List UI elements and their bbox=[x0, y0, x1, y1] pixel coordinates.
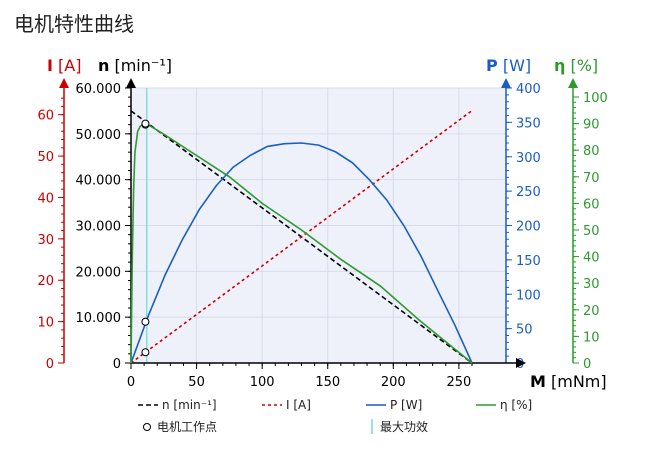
tick-label-n: 60.000 bbox=[76, 82, 122, 97]
tick-label-n: 0 bbox=[113, 357, 121, 372]
legend-label: I [A] bbox=[286, 398, 311, 412]
tick-label-I: 60 bbox=[37, 109, 54, 124]
axis-title-I-symbol: I bbox=[47, 56, 53, 75]
axis-title-n: n [min⁻¹] bbox=[98, 56, 172, 75]
x-tick-label: 250 bbox=[446, 375, 471, 390]
tick-label-eta: 30 bbox=[583, 277, 600, 292]
axis-title-x-symbol: M bbox=[530, 372, 546, 391]
axis-title-I: I [A] bbox=[47, 56, 81, 75]
axis-title-x-unit: [mNm] bbox=[546, 372, 607, 391]
tick-label-eta: 50 bbox=[583, 224, 600, 239]
tick-label-I: 10 bbox=[37, 316, 54, 331]
tick-label-I: 20 bbox=[37, 274, 54, 289]
series-line-eta bbox=[130, 122, 473, 364]
axis-arrow-P-icon bbox=[501, 78, 511, 88]
tick-label-P: 100 bbox=[516, 288, 541, 303]
legend-swatch-circle bbox=[143, 423, 151, 431]
axis-title-eta: η [%] bbox=[554, 56, 598, 75]
tick-label-eta: 70 bbox=[583, 171, 600, 186]
tick-label-I: 40 bbox=[37, 191, 54, 206]
axis-title-n-unit: [min⁻¹] bbox=[109, 56, 172, 75]
tick-label-P: 300 bbox=[516, 151, 541, 166]
tick-label-n: 30.000 bbox=[76, 220, 122, 235]
tick-label-eta: 10 bbox=[583, 330, 600, 345]
legend-label: n [min⁻¹] bbox=[162, 398, 217, 412]
tick-label-eta: 100 bbox=[583, 91, 608, 106]
axis-title-P-symbol: P bbox=[486, 56, 498, 75]
operating-point-I bbox=[141, 348, 150, 357]
tick-label-eta: 80 bbox=[583, 144, 600, 159]
operating-point-P bbox=[141, 317, 150, 326]
axis-arrow-n-icon bbox=[126, 78, 136, 88]
tick-label-n: 20.000 bbox=[76, 265, 122, 280]
series-line-P bbox=[130, 142, 473, 364]
axis-title-P-unit: [W] bbox=[498, 56, 531, 75]
axis-arrow-I-icon bbox=[59, 78, 69, 88]
tick-label-eta: 0 bbox=[583, 357, 591, 372]
tick-label-P: 50 bbox=[516, 323, 533, 338]
axis-title-eta-unit: [%] bbox=[565, 56, 598, 75]
axis-arrow-eta-icon bbox=[568, 78, 578, 88]
tick-label-P: 250 bbox=[516, 185, 541, 200]
legend-label: 电机工作点 bbox=[157, 420, 217, 434]
legend-label: η [%] bbox=[500, 398, 532, 412]
tick-label-eta: 20 bbox=[583, 304, 600, 319]
x-tick-label: 150 bbox=[315, 375, 340, 390]
axis-title-eta-symbol: η bbox=[554, 56, 565, 75]
tick-label-I: 30 bbox=[37, 233, 54, 248]
axis-arrow-x-icon bbox=[516, 358, 526, 368]
x-tick-label: 100 bbox=[250, 375, 275, 390]
tick-label-n: 10.000 bbox=[76, 311, 122, 326]
tick-label-eta: 60 bbox=[583, 197, 600, 212]
axis-title-n-symbol: n bbox=[98, 56, 109, 75]
axis-title-I-unit: [A] bbox=[53, 56, 82, 75]
tick-label-eta: 90 bbox=[583, 118, 600, 133]
tick-label-n: 50.000 bbox=[76, 128, 122, 143]
tick-label-P: 400 bbox=[516, 82, 541, 97]
legend-label: P [W] bbox=[390, 398, 422, 412]
tick-label-n: 40.000 bbox=[76, 174, 122, 189]
tick-label-P: 200 bbox=[516, 220, 541, 235]
operating-point-eta bbox=[141, 119, 150, 128]
tick-label-P: 350 bbox=[516, 116, 541, 131]
x-tick-label: 200 bbox=[381, 375, 406, 390]
tick-label-eta: 40 bbox=[583, 251, 600, 266]
series-line-I bbox=[130, 109, 473, 364]
chart-title: 电机特性曲线 bbox=[14, 12, 134, 36]
tick-label-I: 0 bbox=[46, 357, 54, 372]
axis-title-x: M [mNm] bbox=[530, 372, 607, 391]
tick-label-P: 150 bbox=[516, 254, 541, 269]
x-tick-label: 0 bbox=[127, 375, 135, 390]
tick-label-I: 50 bbox=[37, 150, 54, 165]
legend-label: 最大功效 bbox=[380, 419, 428, 434]
axis-title-P: P [W] bbox=[486, 56, 531, 75]
x-tick-label: 50 bbox=[188, 375, 205, 390]
